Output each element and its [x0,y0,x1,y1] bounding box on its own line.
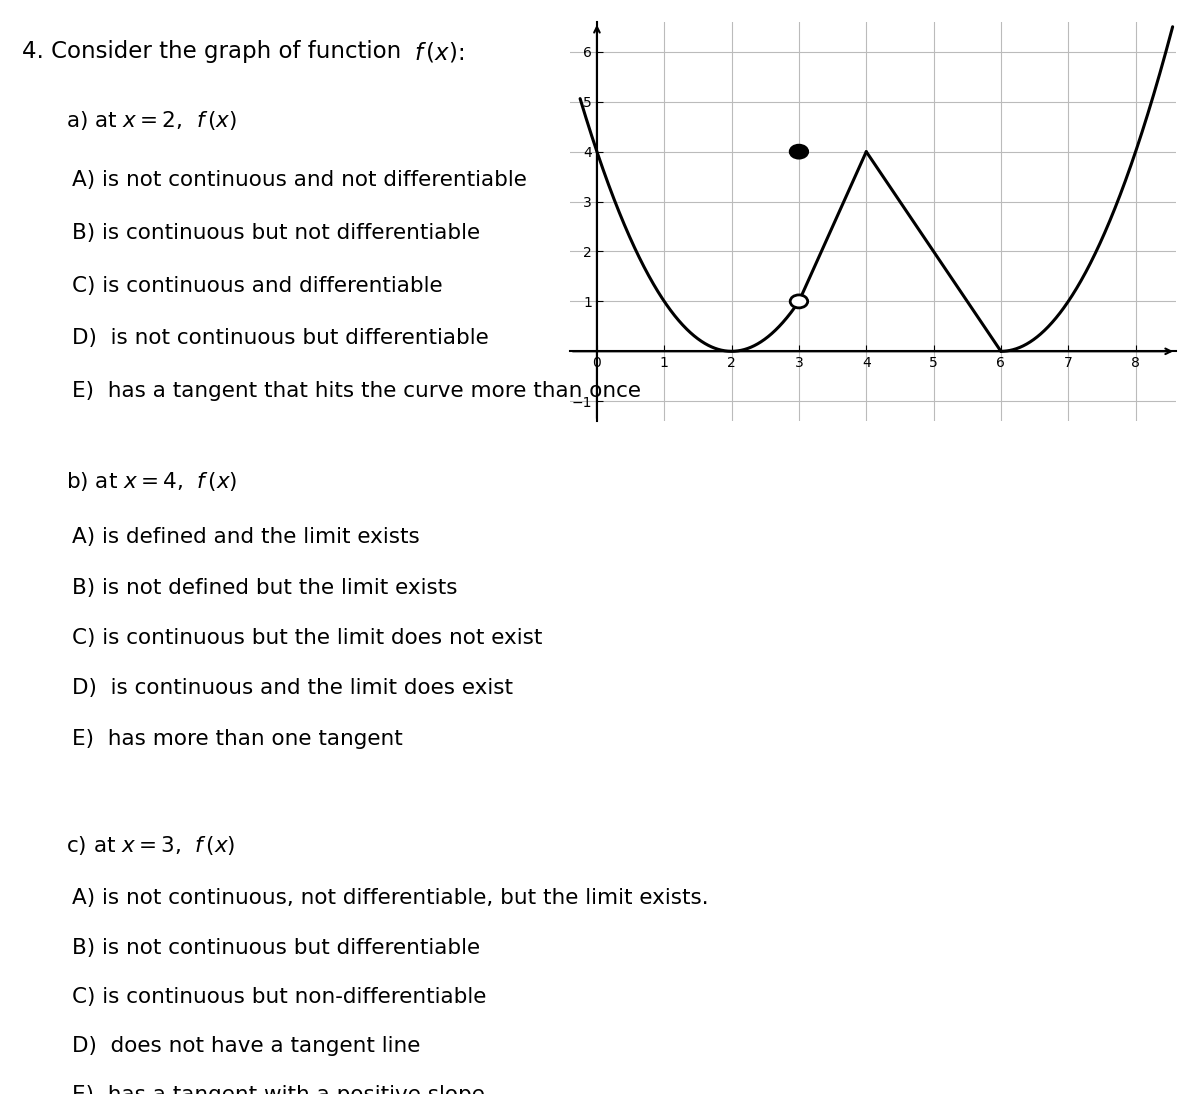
Text: B) is continuous but not differentiable: B) is continuous but not differentiable [72,223,480,243]
Text: A) is defined and the limit exists: A) is defined and the limit exists [72,527,420,547]
Text: E)  has more than one tangent: E) has more than one tangent [72,729,403,748]
Text: A) is not continuous and not differentiable: A) is not continuous and not differentia… [72,170,527,189]
Text: $f\,(x)$:: $f\,(x)$: [414,40,464,65]
Text: B) is not continuous but differentiable: B) is not continuous but differentiable [72,938,480,957]
Text: E)  has a tangent with a positive slope: E) has a tangent with a positive slope [72,1085,485,1094]
Text: A) is not continuous, not differentiable, but the limit exists.: A) is not continuous, not differentiable… [72,888,709,908]
Text: 4. Consider the graph of function: 4. Consider the graph of function [22,40,408,63]
Text: D)  does not have a tangent line: D) does not have a tangent line [72,1036,420,1056]
Text: D)  is continuous and the limit does exist: D) is continuous and the limit does exis… [72,678,514,698]
Text: D)  is not continuous but differentiable: D) is not continuous but differentiable [72,328,488,348]
Text: C) is continuous but non-differentiable: C) is continuous but non-differentiable [72,987,486,1006]
Text: b) at $x = 4$,  $f\,(x)$: b) at $x = 4$, $f\,(x)$ [66,470,238,493]
Text: E)  has a tangent that hits the curve more than once: E) has a tangent that hits the curve mor… [72,381,641,400]
Circle shape [790,146,808,159]
Text: B) is not defined but the limit exists: B) is not defined but the limit exists [72,578,457,597]
Circle shape [790,295,808,307]
Text: C) is continuous and differentiable: C) is continuous and differentiable [72,276,443,295]
Text: C) is continuous but the limit does not exist: C) is continuous but the limit does not … [72,628,542,648]
Text: c) at $x = 3$,  $f\,(x)$: c) at $x = 3$, $f\,(x)$ [66,834,235,857]
Text: a) at $x = 2$,  $f\,(x)$: a) at $x = 2$, $f\,(x)$ [66,109,236,132]
